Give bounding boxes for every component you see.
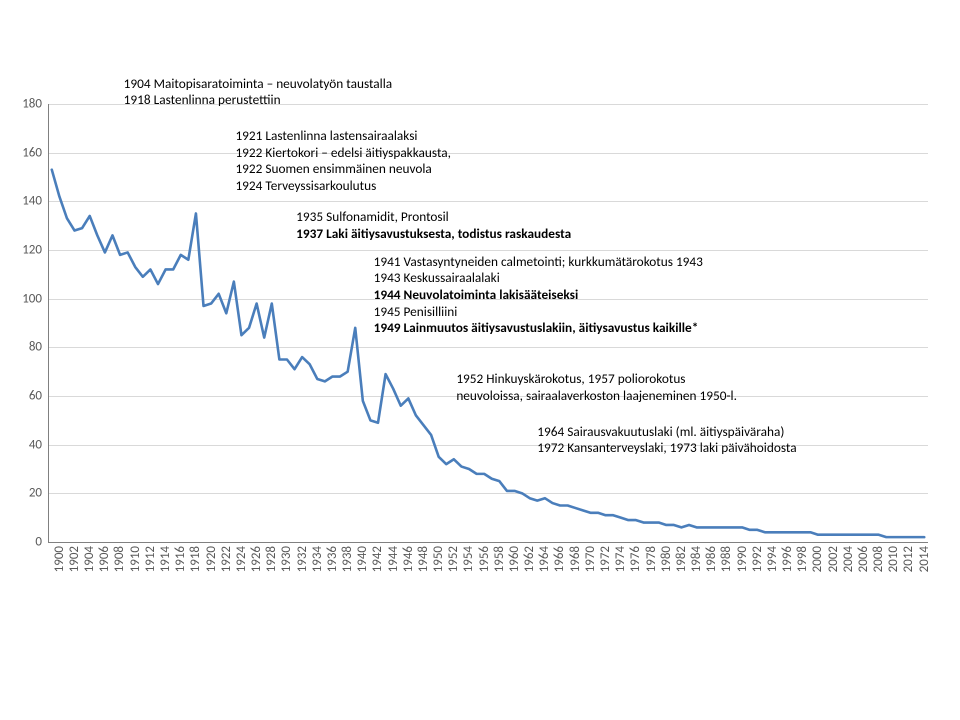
x-tick-label: 1952 [446,546,461,572]
x-tick-label: 1966 [552,546,567,572]
annotation-line: 1949 Lainmuutos äitiysavustuslakiin, äit… [374,320,703,337]
x-tick-label: 1970 [583,546,598,572]
x-tick-label: 1906 [97,546,112,572]
y-tick-label: 20 [29,486,48,501]
x-tick-label: 2000 [810,546,825,572]
x-tick-label: 1968 [568,546,583,572]
x-tick-label: 1934 [310,546,325,572]
x-tick-label: 1958 [492,546,507,572]
chart-container: 020406080100120140160180 190019021904190… [0,0,960,720]
x-tick-label: 1978 [644,546,659,572]
annotation-line: 1921 Lastenlinna lastensairaalaksi [235,128,451,145]
annotation: 1964 Sairausvakuutuslaki (ml. äitiyspäiv… [537,424,796,457]
x-tick-label: 1942 [370,546,385,572]
annotation-line: 1945 Penisilliini [374,304,703,321]
x-tick-label: 1976 [628,546,643,572]
x-tick-label: 1960 [507,546,522,572]
x-tick-label: 2002 [826,546,841,572]
x-tick-label: 1974 [613,546,628,572]
x-tick-label: 2014 [917,546,932,572]
annotation-line: 1944 Neuvolatoiminta lakisääteiseksi [374,287,703,304]
annotation-line: 1924 Terveyssisarkoulutus [235,178,451,195]
x-tick-label: 1928 [264,546,279,572]
x-axis [48,542,928,543]
x-tick-label: 1930 [279,546,294,572]
annotation-line: 1964 Sairausvakuutuslaki (ml. äitiyspäiv… [537,424,796,441]
y-tick-label: 160 [22,145,48,160]
x-tick-label: 1954 [461,546,476,572]
annotation: 1904 Maitopisaratoiminta – neuvolatyön t… [124,76,392,109]
annotation-line: 1941 Vastasyntyneiden calmetointi; kurkk… [374,254,703,271]
plot-area: 020406080100120140160180 190019021904190… [48,104,928,542]
y-tick-label: 80 [29,340,48,355]
x-tick-label: 1988 [719,546,734,572]
annotation-line: 1972 Kansanterveyslaki, 1973 laki päiväh… [537,440,796,457]
x-tick-label: 2004 [841,546,856,572]
x-tick-label: 1914 [158,546,173,572]
x-tick-label: 2012 [901,546,916,572]
x-tick-label: 2010 [886,546,901,572]
annotation-line: 1922 Suomen ensimmäinen neuvola [235,161,451,178]
x-tick-label: 1996 [780,546,795,572]
x-tick-label: 1904 [82,546,97,572]
x-tick-label: 1986 [704,546,719,572]
annotation: 1952 Hinkuyskärokotus, 1957 poliorokotus… [456,371,737,404]
annotation-line: 1937 Laki äitiysavustuksesta, todistus r… [296,226,571,243]
x-tick-label: 1994 [765,546,780,572]
x-tick-label: 1956 [477,546,492,572]
annotation-line: neuvoloissa, sairaalaverkoston laajenemi… [456,388,737,405]
x-tick-label: 1918 [188,546,203,572]
x-tick-label: 1964 [537,546,552,572]
annotation-line: 1952 Hinkuyskärokotus, 1957 poliorokotus [456,371,737,388]
annotation-line: 1943 Keskussairaalalaki [374,270,703,287]
y-tick-label: 0 [35,535,48,550]
x-tick-label: 1998 [795,546,810,572]
x-tick-label: 1944 [386,546,401,572]
x-tick-label: 1924 [234,546,249,572]
x-tick-label: 1982 [674,546,689,572]
annotation-line: 1935 Sulfonamidit, Prontosil [296,209,571,226]
y-axis [48,104,49,542]
x-tick-label: 2006 [856,546,871,572]
y-tick-label: 140 [22,194,48,209]
x-tick-label: 1940 [355,546,370,572]
x-tick-label: 1932 [295,546,310,572]
x-tick-label: 2008 [871,546,886,572]
x-tick-label: 1962 [522,546,537,572]
annotation-line: 1904 Maitopisaratoiminta – neuvolatyön t… [124,76,392,93]
x-tick-label: 1920 [204,546,219,572]
x-tick-label: 1900 [52,546,67,572]
x-tick-label: 1950 [431,546,446,572]
x-tick-label: 1916 [173,546,188,572]
annotation-line: 1918 Lastenlinna perustettiin [124,92,392,109]
y-tick-label: 60 [29,389,48,404]
x-tick-label: 1912 [143,546,158,572]
x-tick-label: 1938 [340,546,355,572]
x-tick-label: 1910 [128,546,143,572]
x-tick-label: 1992 [750,546,765,572]
annotation: 1921 Lastenlinna lastensairaalaksi1922 K… [235,128,451,194]
x-tick-label: 1926 [249,546,264,572]
y-tick-label: 100 [22,291,48,306]
annotation-line: 1922 Kiertokori – edelsi äitiyspakkausta… [235,145,451,162]
x-tick-label: 1946 [401,546,416,572]
x-tick-label: 1922 [219,546,234,572]
y-tick-label: 40 [29,437,48,452]
x-tick-label: 1902 [67,546,82,572]
annotation: 1941 Vastasyntyneiden calmetointi; kurkk… [374,254,703,337]
x-tick-label: 1936 [325,546,340,572]
y-tick-label: 120 [22,243,48,258]
x-tick-label: 1984 [689,546,704,572]
x-tick-label: 1980 [659,546,674,572]
x-tick-label: 1972 [598,546,613,572]
annotation: 1935 Sulfonamidit, Prontosil1937 Laki äi… [296,209,571,242]
x-tick-label: 1948 [416,546,431,572]
y-tick-label: 180 [22,97,48,112]
x-tick-label: 1908 [112,546,127,572]
x-tick-label: 1990 [735,546,750,572]
